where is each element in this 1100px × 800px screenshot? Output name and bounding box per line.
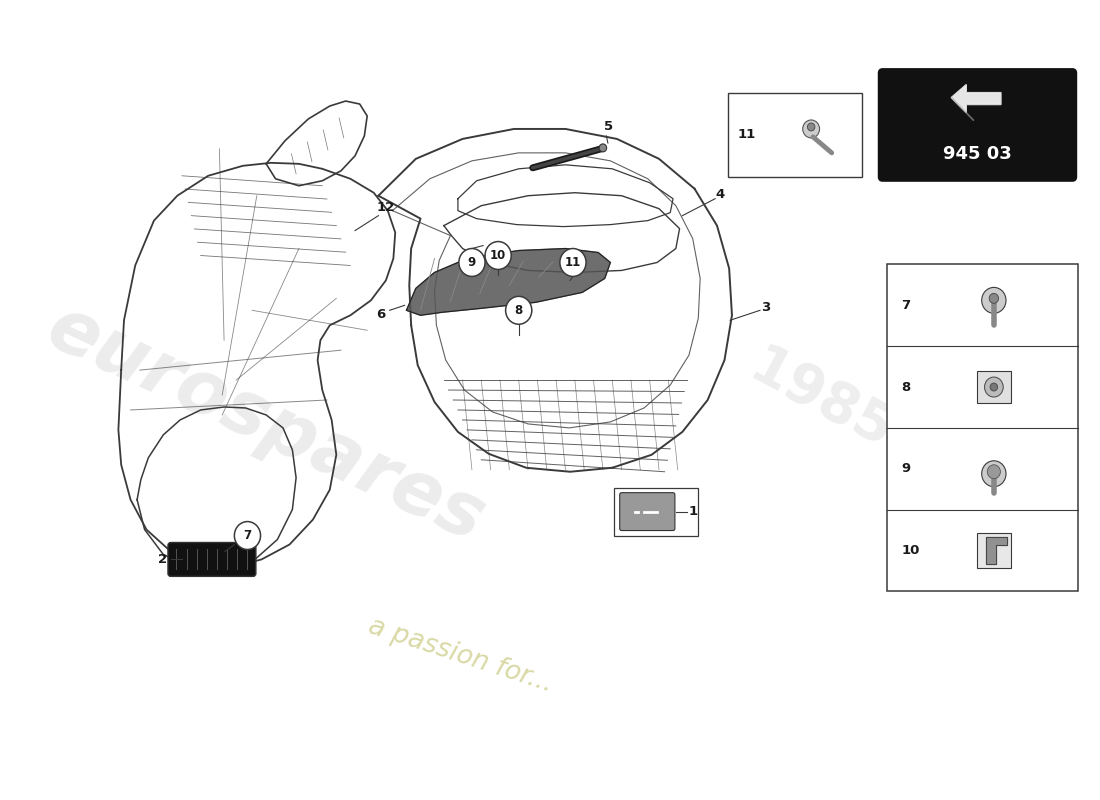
Text: 8: 8 (901, 381, 911, 394)
Text: 6: 6 (376, 308, 385, 321)
Text: eurospares: eurospares (35, 290, 496, 558)
Text: 11: 11 (564, 256, 581, 269)
Circle shape (981, 287, 1007, 314)
Bar (977, 371, 1011, 403)
Text: 1985: 1985 (740, 340, 902, 460)
Text: 1: 1 (689, 505, 697, 518)
Text: 10: 10 (490, 249, 506, 262)
Circle shape (981, 461, 1007, 486)
FancyBboxPatch shape (879, 69, 1076, 181)
Text: 2: 2 (157, 553, 167, 566)
FancyBboxPatch shape (619, 493, 675, 530)
Circle shape (988, 465, 1000, 478)
Bar (977, 533, 1011, 569)
Bar (888, 265, 1078, 591)
Circle shape (989, 294, 999, 303)
Text: 7: 7 (243, 529, 252, 542)
Circle shape (803, 120, 820, 138)
Bar (614, 488, 698, 535)
Circle shape (506, 296, 531, 324)
Text: a passion for...: a passion for... (365, 613, 557, 698)
Circle shape (984, 377, 1003, 397)
Text: 4: 4 (715, 188, 725, 202)
Text: 5: 5 (604, 121, 613, 134)
Text: 8: 8 (515, 304, 522, 317)
Text: 12: 12 (377, 201, 395, 214)
Text: 9: 9 (468, 256, 476, 269)
Text: 3: 3 (761, 301, 770, 314)
Circle shape (234, 522, 261, 550)
Text: 10: 10 (901, 544, 920, 557)
Polygon shape (407, 249, 610, 315)
Bar (728, 93, 862, 177)
Circle shape (600, 144, 606, 152)
FancyBboxPatch shape (168, 542, 256, 576)
Text: 11: 11 (738, 129, 756, 142)
Circle shape (560, 249, 586, 277)
Circle shape (990, 383, 998, 391)
Polygon shape (987, 537, 1007, 565)
Text: 945 03: 945 03 (943, 145, 1012, 163)
Circle shape (459, 249, 485, 277)
Polygon shape (952, 98, 974, 121)
Circle shape (807, 123, 815, 131)
Text: 9: 9 (901, 462, 911, 475)
Polygon shape (952, 85, 1001, 113)
Circle shape (485, 242, 512, 270)
Text: 7: 7 (901, 299, 911, 312)
